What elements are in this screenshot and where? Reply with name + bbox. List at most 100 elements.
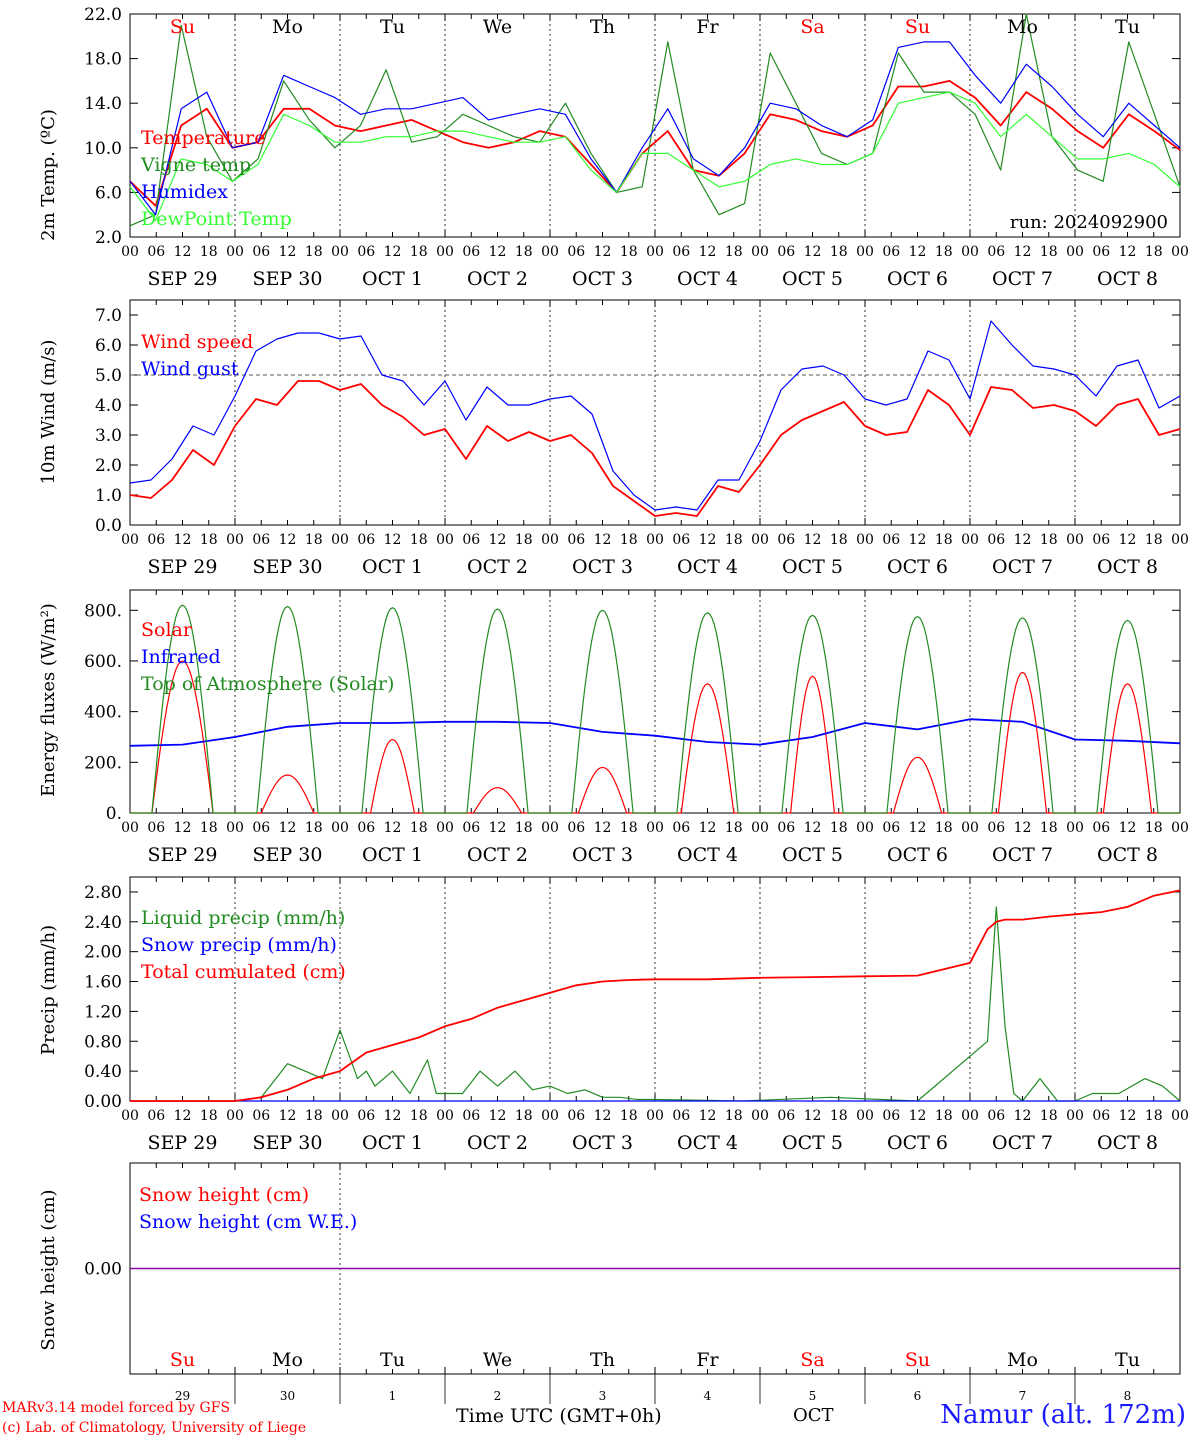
hour-label: 12 (699, 532, 717, 548)
legend-entry: Liquid precip (mm/h) (141, 907, 345, 929)
hour-label: 06 (777, 1108, 795, 1124)
weekday-label: Mo (272, 1349, 303, 1371)
y-tick-label: 600. (84, 652, 122, 672)
day-number: 2 (494, 1389, 502, 1403)
hour-label: 18 (620, 244, 638, 260)
hour-label: 12 (594, 244, 612, 260)
hour-label: 06 (567, 1108, 585, 1124)
day-number: 30 (280, 1389, 295, 1403)
hour-label: 18 (830, 244, 848, 260)
hour-label: 18 (1145, 1108, 1163, 1124)
hour-label: 00 (436, 244, 454, 260)
hour-label: 00 (436, 1108, 454, 1124)
hour-label: 06 (462, 244, 480, 260)
hour-label: 12 (489, 820, 507, 836)
hour-label: 12 (489, 244, 507, 260)
hour-label: 00 (961, 244, 979, 260)
hour-label: 18 (1145, 820, 1163, 836)
y-tick-label: 800. (84, 601, 122, 621)
y-tick-label: 22.0 (84, 5, 122, 25)
hour-label: 06 (777, 532, 795, 548)
hour-label: 00 (961, 1108, 979, 1124)
legend-entry: Total cumulated (cm) (141, 961, 346, 983)
hour-label: 18 (725, 244, 743, 260)
y-tick-label: 18.0 (84, 50, 122, 70)
hour-label: 18 (200, 820, 218, 836)
series-line (129, 41, 1181, 216)
day-number: 5 (809, 1389, 817, 1403)
weekday-label: Tu (1115, 1349, 1140, 1371)
legend-entry: Vigne temp (140, 154, 251, 176)
hour-label: 06 (252, 820, 270, 836)
hour-label: 12 (804, 244, 822, 260)
hour-label: 12 (174, 1108, 192, 1124)
date-label: OCT 8 (1097, 1132, 1158, 1154)
hour-label: 12 (1119, 244, 1137, 260)
hour-label: 00 (226, 820, 244, 836)
y-axis-title: 2m Temp. (ºC) (38, 109, 59, 241)
hour-label: 12 (279, 244, 297, 260)
hour-label: 00 (541, 820, 559, 836)
y-tick-label: 7.0 (95, 306, 122, 326)
legend-entry: Snow height (cm W.E.) (139, 1211, 357, 1233)
date-label: OCT 5 (782, 268, 843, 290)
hour-label: 06 (987, 1108, 1005, 1124)
hour-label: 18 (620, 1108, 638, 1124)
legend-entry: Humidex (141, 181, 228, 203)
y-tick-label: 2.0 (95, 228, 122, 248)
date-label: SEP 30 (253, 556, 323, 578)
weekday-label: Fr (696, 1349, 719, 1371)
y-tick-label: 400. (84, 703, 122, 723)
weekday-label: We (483, 16, 512, 38)
date-label: OCT 1 (362, 268, 423, 290)
y-tick-label: 14.0 (84, 94, 122, 114)
hour-label: 06 (882, 1108, 900, 1124)
date-label: OCT 2 (467, 556, 528, 578)
date-label: OCT 7 (992, 844, 1053, 866)
date-label: SEP 29 (148, 556, 218, 578)
y-tick-label: 6.0 (95, 183, 122, 203)
hour-label: 06 (357, 1108, 375, 1124)
y-tick-label: 5.0 (95, 366, 122, 386)
hour-label: 00 (331, 244, 349, 260)
hour-label: 06 (357, 244, 375, 260)
y-tick-label: 200. (84, 753, 122, 773)
legend-entry: Infrared (141, 646, 221, 668)
hour-label: 12 (1119, 820, 1137, 836)
hour-label: 00 (751, 244, 769, 260)
hour-label: 18 (830, 820, 848, 836)
hour-label: 12 (384, 820, 402, 836)
hour-label: 06 (252, 532, 270, 548)
weekday-label: Fr (696, 16, 719, 38)
day-number: 7 (1019, 1389, 1027, 1403)
date-label: OCT 4 (677, 844, 738, 866)
weekday-label: We (483, 1349, 512, 1371)
date-label: OCT 7 (992, 556, 1053, 578)
hour-label: 00 (751, 1108, 769, 1124)
hour-label: 12 (594, 820, 612, 836)
y-tick-label: 0.0 (95, 516, 122, 536)
hour-label: 12 (594, 1108, 612, 1124)
hour-label: 00 (856, 532, 874, 548)
y-tick-label: 2.40 (84, 913, 122, 933)
y-tick-label: 0. (106, 804, 122, 824)
hour-label: 18 (620, 820, 638, 836)
hour-label: 18 (725, 820, 743, 836)
series-line (130, 604, 1180, 814)
hour-label: 18 (725, 1108, 743, 1124)
hour-label: 00 (856, 1108, 874, 1124)
hour-label: 18 (410, 820, 428, 836)
series-line (129, 718, 1181, 747)
hour-label: 00 (121, 1108, 139, 1124)
hour-label: 06 (147, 244, 165, 260)
hour-label: 18 (515, 1108, 533, 1124)
date-label: OCT 3 (572, 1132, 633, 1154)
y-axis-title: Energy fluxes (W/m²) (38, 603, 59, 797)
legend-entry: Snow height (cm) (139, 1184, 309, 1206)
hour-label: 18 (620, 532, 638, 548)
series-line (130, 906, 1181, 1102)
hour-label: 06 (882, 532, 900, 548)
hour-label: 00 (541, 1108, 559, 1124)
hour-label: 12 (1119, 1108, 1137, 1124)
